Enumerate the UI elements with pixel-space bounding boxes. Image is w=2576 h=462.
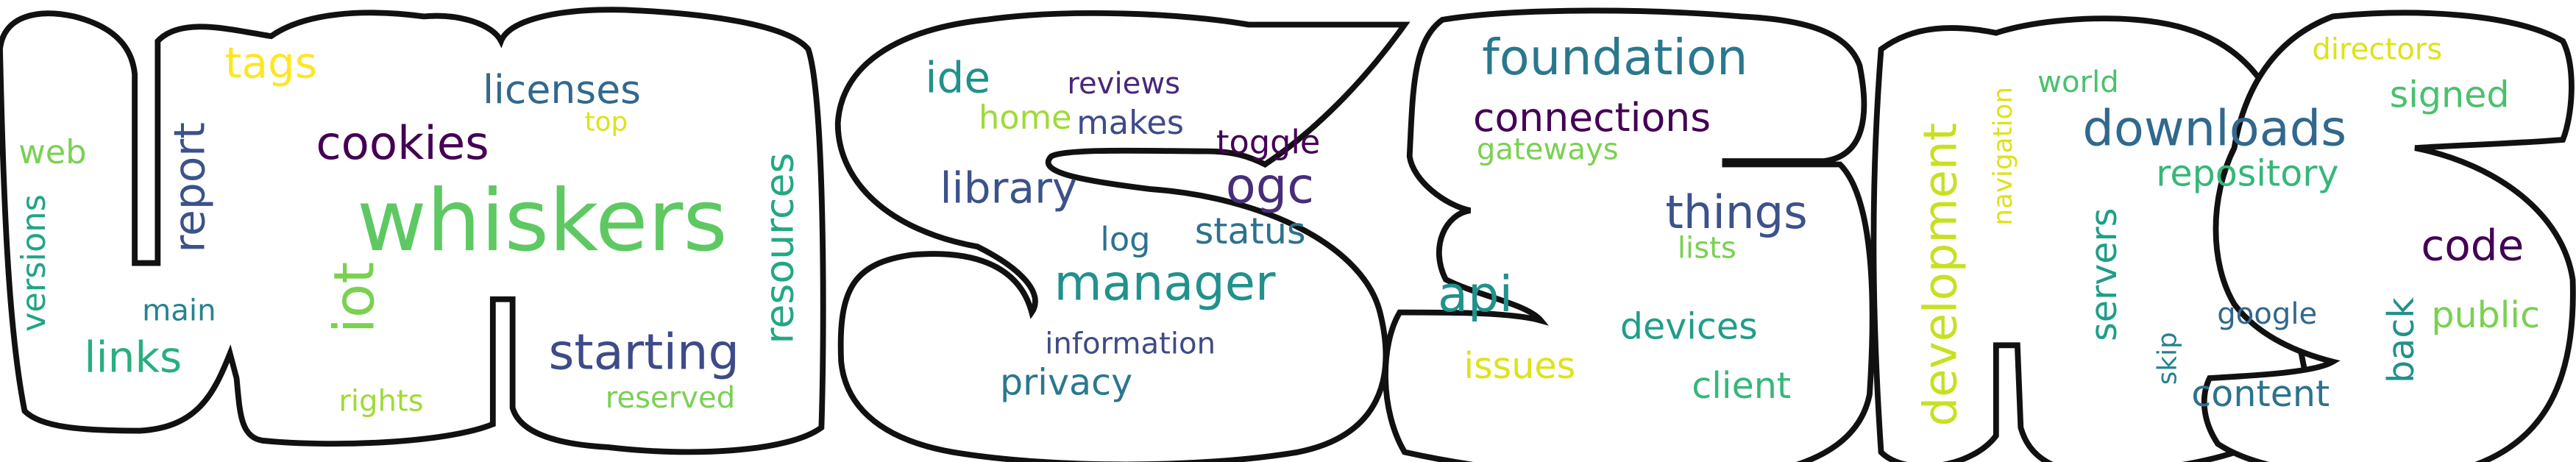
word-lists: lists	[1678, 232, 1736, 266]
word-library: library	[940, 163, 1078, 213]
word-iot: iot	[322, 262, 387, 333]
word-devices: devices	[1620, 305, 1758, 347]
word-toggle: toggle	[1216, 124, 1320, 162]
word-manager: manager	[1054, 254, 1276, 311]
word-rights: rights	[338, 385, 423, 419]
word-repository: repository	[2156, 152, 2338, 195]
word-code: code	[2421, 221, 2524, 271]
word-privacy: privacy	[1000, 360, 1132, 403]
word-issues: issues	[1463, 344, 1575, 387]
word-links: links	[84, 333, 182, 383]
word-api: api	[1438, 266, 1513, 323]
word-status: status	[1195, 210, 1306, 252]
outline-letter-s-one	[834, 10, 1411, 462]
word-client: client	[1692, 364, 1791, 407]
word-cookies: cookies	[316, 116, 489, 170]
word-information: information	[1045, 327, 1216, 360]
word-starting: starting	[548, 323, 739, 380]
word-servers: servers	[2082, 208, 2125, 341]
word-directors: directors	[2312, 32, 2442, 66]
word-google: google	[2217, 297, 2317, 331]
word-world: world	[2037, 65, 2119, 99]
outline-letter-s-three	[2201, 10, 2576, 462]
word-reviews: reviews	[1067, 67, 1180, 101]
word-signed: signed	[2390, 73, 2510, 115]
word-makes: makes	[1076, 104, 1184, 142]
word-downloads: downloads	[2082, 99, 2346, 157]
word-web: web	[18, 133, 86, 171]
outline-letter-s-two	[1383, 7, 1876, 462]
word-tags: tags	[225, 38, 317, 88]
word-navigation: navigation	[1988, 87, 2018, 226]
word-content: content	[2191, 372, 2330, 415]
word-gateways: gateways	[1477, 133, 1619, 167]
word-public: public	[2431, 294, 2540, 336]
word-report: report	[164, 122, 214, 252]
word-main: main	[142, 294, 216, 328]
word-resources: resources	[756, 152, 802, 344]
word-log: log	[1100, 221, 1150, 259]
word-development: development	[1913, 123, 1967, 427]
word-foundation: foundation	[1482, 29, 1748, 86]
letter-outlines	[0, 7, 2576, 462]
word-ogc: ogc	[1226, 157, 1314, 215]
word-whiskers: whiskers	[357, 171, 728, 271]
outline-letter-u	[0, 7, 826, 455]
word-home: home	[979, 99, 1072, 137]
word-back: back	[2380, 297, 2422, 383]
word-things: things	[1665, 185, 1807, 239]
word-skip: skip	[2152, 332, 2182, 385]
word-versions: versions	[15, 194, 53, 332]
word-reserved: reserved	[606, 381, 735, 415]
word-top: top	[585, 107, 628, 138]
word-licenses: licenses	[483, 66, 641, 113]
word-ide: ide	[925, 53, 990, 103]
word-connections: connections	[1473, 94, 1711, 141]
